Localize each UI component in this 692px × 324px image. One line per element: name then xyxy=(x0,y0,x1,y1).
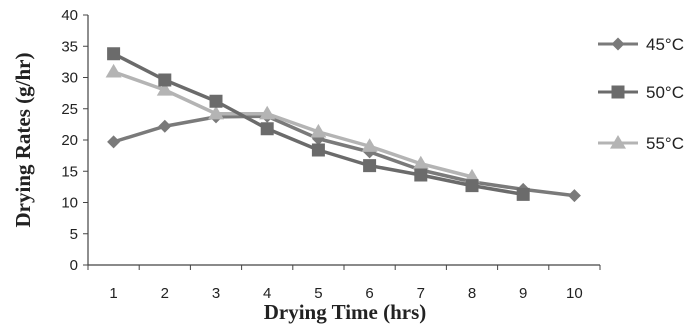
data-point-50c xyxy=(414,168,428,182)
x-tick-label: 10 xyxy=(566,285,583,302)
y-tick-label: 5 xyxy=(70,226,78,243)
y-tick-label: 10 xyxy=(61,195,78,212)
series-line-55c xyxy=(113,70,473,179)
y-tick-label: 15 xyxy=(61,163,78,180)
x-tick-label: 7 xyxy=(417,285,425,302)
legend-marker-shape-45c xyxy=(611,37,625,51)
x-tick-label: 4 xyxy=(263,285,271,302)
y-axis-title: Drying Rates (g/hr) xyxy=(11,53,35,228)
data-point-55c xyxy=(361,138,378,152)
x-tick-label: 3 xyxy=(212,285,220,302)
data-point-50c xyxy=(363,159,377,173)
x-tick-label: 8 xyxy=(468,285,476,302)
y-tick-label: 35 xyxy=(61,38,78,55)
x-axis: 1 2 3 4 5 6 7 8 9 10 xyxy=(87,264,601,302)
legend-label-45c: 45°C xyxy=(646,35,684,54)
series-line-45c xyxy=(113,114,575,198)
data-point-50c xyxy=(465,179,479,193)
y-tick-labels: 0 5 10 15 20 25 30 35 40 xyxy=(61,7,78,274)
x-tick-label: 5 xyxy=(314,285,322,302)
series-45c xyxy=(107,109,581,203)
y-axis: 0 5 10 15 20 25 30 35 40 xyxy=(61,7,89,274)
legend-marker-shape-55c xyxy=(610,135,626,149)
legend-marker-50c xyxy=(611,85,625,99)
legend: 45°C 50°C 55°C xyxy=(598,35,684,153)
plot-series xyxy=(105,47,581,203)
legend-item-50c: 50°C xyxy=(598,83,684,102)
data-point-45c xyxy=(158,119,172,133)
data-point-55c xyxy=(208,105,224,120)
x-tick-label: 2 xyxy=(161,285,169,302)
data-point-55c xyxy=(310,123,327,138)
x-tick-label: 9 xyxy=(519,285,527,302)
legend-marker-45c xyxy=(611,37,625,51)
data-point-55c xyxy=(156,82,173,96)
y-tick-marks xyxy=(83,14,88,266)
data-point-55c xyxy=(259,105,276,120)
x-tick-label: 6 xyxy=(365,285,373,302)
legend-label-50c: 50°C xyxy=(646,83,684,102)
data-point-55c xyxy=(412,155,429,170)
data-point-50c xyxy=(516,187,530,201)
data-point-45c xyxy=(567,189,581,203)
legend-marker-shape-50c xyxy=(611,85,625,99)
y-tick-label: 20 xyxy=(61,132,78,149)
legend-label-55c: 55°C xyxy=(646,134,684,153)
series-55c xyxy=(105,63,480,183)
y-tick-label: 25 xyxy=(61,101,78,118)
y-tick-label: 30 xyxy=(61,70,78,87)
data-point-50c xyxy=(311,143,325,157)
x-tick-labels: 1 2 3 4 5 6 7 8 9 10 xyxy=(109,285,582,302)
data-point-55c xyxy=(464,168,480,183)
data-point-50c xyxy=(209,94,223,108)
data-point-50c xyxy=(158,73,172,87)
data-point-45c xyxy=(107,135,121,149)
y-tick-label: 0 xyxy=(70,257,78,274)
legend-item-45c: 45°C xyxy=(598,35,684,54)
data-point-50c xyxy=(260,122,274,136)
series-50c xyxy=(107,47,530,201)
y-tick-label: 40 xyxy=(61,7,78,24)
x-tick-label: 1 xyxy=(109,285,117,302)
legend-item-55c: 55°C xyxy=(598,134,684,153)
data-point-55c xyxy=(105,63,122,78)
legend-marker-55c xyxy=(610,135,626,149)
x-axis-title: Drying Time (hrs) xyxy=(264,300,427,324)
data-point-50c xyxy=(107,47,121,61)
x-tick-marks xyxy=(87,265,601,270)
